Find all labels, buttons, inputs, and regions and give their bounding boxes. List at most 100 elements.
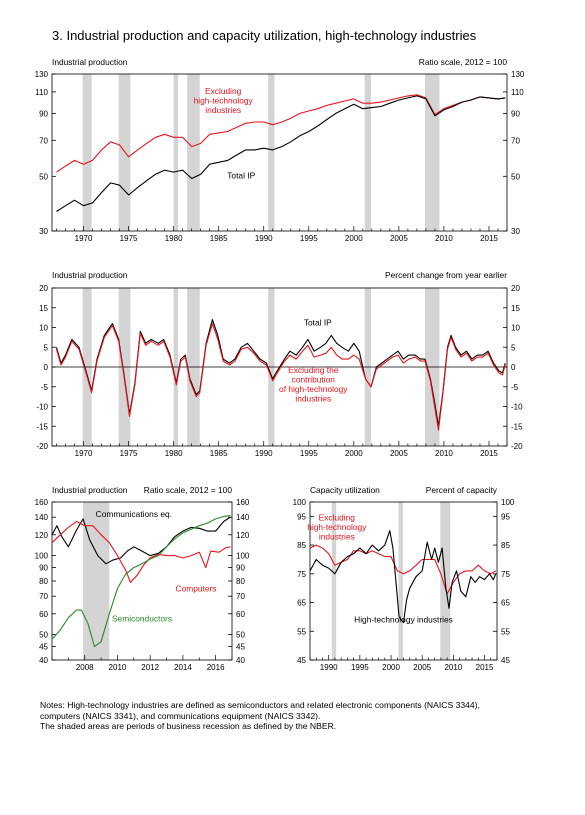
series-annotation: Communications eq. [96, 509, 172, 519]
recession-band [82, 74, 92, 231]
y-tick-label: 30 [39, 227, 48, 236]
y-tick-label: 80 [39, 577, 48, 586]
annotation-line: high-technology [194, 95, 254, 105]
annotation-line: industries [295, 393, 331, 403]
panel-ip-percent-change: Industrial production Percent change from… [36, 270, 523, 458]
y-tick-label: 60 [39, 610, 48, 619]
x-tick-label: 1995 [351, 663, 369, 672]
recession-band [118, 74, 131, 231]
y-tick-label: 5 [44, 343, 49, 352]
x-tick-label: 2015 [480, 449, 498, 458]
y-tick-label: 60 [236, 610, 245, 619]
series-annotation: Excluding high-technology industries [194, 86, 254, 115]
y-tick-label: 55 [297, 627, 306, 636]
plot-frame [51, 73, 508, 232]
y-tick-label: 20 [511, 284, 520, 293]
y-tick-label: 45 [501, 656, 510, 665]
annotation-line: Total IP [304, 318, 332, 328]
y-tick-label: 5 [511, 343, 516, 352]
y-tick-label: 50 [39, 172, 48, 181]
panel-left-label: Industrial production [52, 270, 128, 280]
recession-band [398, 502, 403, 660]
panel-left-label: Capacity utilization [310, 485, 380, 495]
y-tick-label: 15 [39, 304, 48, 313]
x-tick-label: 1990 [255, 234, 273, 243]
annotation-line: Total IP [227, 170, 255, 180]
x-tick-label: 2014 [174, 663, 192, 672]
y-tick-label: 50 [39, 631, 48, 640]
y-tick-label: 130 [511, 70, 525, 79]
x-tick-label: 1975 [120, 449, 138, 458]
y-tick-label: 140 [236, 513, 250, 522]
y-tick-label: 10 [511, 324, 520, 333]
y-tick-label: 160 [35, 498, 49, 507]
y-tick-label: 130 [35, 70, 49, 79]
panel-capacity-utilization: Capacity utilization Percent of capacity 4… [293, 485, 515, 672]
series-line [55, 323, 506, 431]
y-tick-label: -20 [511, 442, 523, 451]
x-tick-label: 1970 [75, 449, 93, 458]
y-tick-label: 40 [39, 656, 48, 665]
x-tick-label: 2012 [141, 663, 159, 672]
x-tick-label: 2010 [109, 663, 127, 672]
recession-band [364, 74, 371, 231]
y-tick-label: 140 [35, 513, 49, 522]
x-tick-label: 2010 [444, 663, 462, 672]
y-tick-label: 90 [39, 564, 48, 573]
y-tick-label: 100 [501, 498, 515, 507]
y-tick-label: 0 [511, 363, 516, 372]
annotation-line: of high-technology [279, 384, 348, 394]
annotation-line: contribution [292, 374, 336, 384]
panel-right-label: Ratio scale, 2012 = 100 [419, 57, 508, 67]
x-tick-label: 1985 [210, 449, 228, 458]
y-tick-label: 120 [35, 531, 49, 540]
annotation-line: high-technology [307, 522, 367, 532]
y-tick-label: 40 [236, 656, 245, 665]
series-annotation: Semiconductors [112, 614, 172, 624]
x-tick-label: 2005 [390, 449, 408, 458]
x-tick-label: 2010 [435, 234, 453, 243]
x-tick-label: 2000 [345, 449, 363, 458]
y-tick-label: -10 [36, 403, 48, 412]
panel-left-label: Industrial production [52, 57, 128, 67]
panel-right-label: Ratio scale, 2012 = 100 [144, 485, 233, 495]
x-tick-label: 2000 [382, 663, 400, 672]
x-tick-label: 1970 [75, 234, 93, 243]
series-annotation: Computers [176, 583, 217, 593]
annotation-line: industries [319, 532, 355, 542]
x-tick-label: 1985 [210, 234, 228, 243]
y-tick-label: 45 [236, 643, 245, 652]
y-tick-label: 0 [44, 363, 49, 372]
recession-band [173, 74, 179, 231]
panel-right-label: Percent of capacity [426, 485, 498, 495]
y-tick-label: -5 [41, 383, 49, 392]
x-tick-label: 2005 [390, 234, 408, 243]
y-tick-label: 30 [511, 227, 520, 236]
x-tick-label: 1980 [165, 449, 183, 458]
y-tick-label: 90 [511, 109, 520, 118]
x-tick-label: 1990 [255, 449, 273, 458]
series-line [51, 515, 231, 648]
x-tick-label: 2016 [207, 663, 225, 672]
y-tick-label: 100 [35, 552, 49, 561]
recession-band [425, 74, 440, 231]
y-tick-label: 160 [236, 498, 250, 507]
series-annotation: Total IP [304, 318, 332, 328]
x-tick-label: 1995 [300, 449, 318, 458]
annotation-line: Excluding [205, 86, 242, 96]
y-tick-label: 70 [39, 592, 48, 601]
y-tick-label: -20 [36, 442, 48, 451]
y-tick-label: 85 [501, 541, 510, 550]
x-tick-label: 2000 [345, 234, 363, 243]
series-line [51, 516, 231, 565]
x-tick-label: 2015 [476, 663, 494, 672]
series-line [309, 530, 497, 624]
y-tick-label: 100 [236, 552, 250, 561]
y-tick-label: 95 [501, 512, 510, 521]
recession-band [331, 502, 337, 660]
y-tick-label: 15 [511, 304, 520, 313]
x-tick-label: 1995 [300, 234, 318, 243]
recession-band [268, 74, 275, 231]
y-tick-label: 75 [501, 570, 510, 579]
y-tick-label: 75 [297, 570, 306, 579]
